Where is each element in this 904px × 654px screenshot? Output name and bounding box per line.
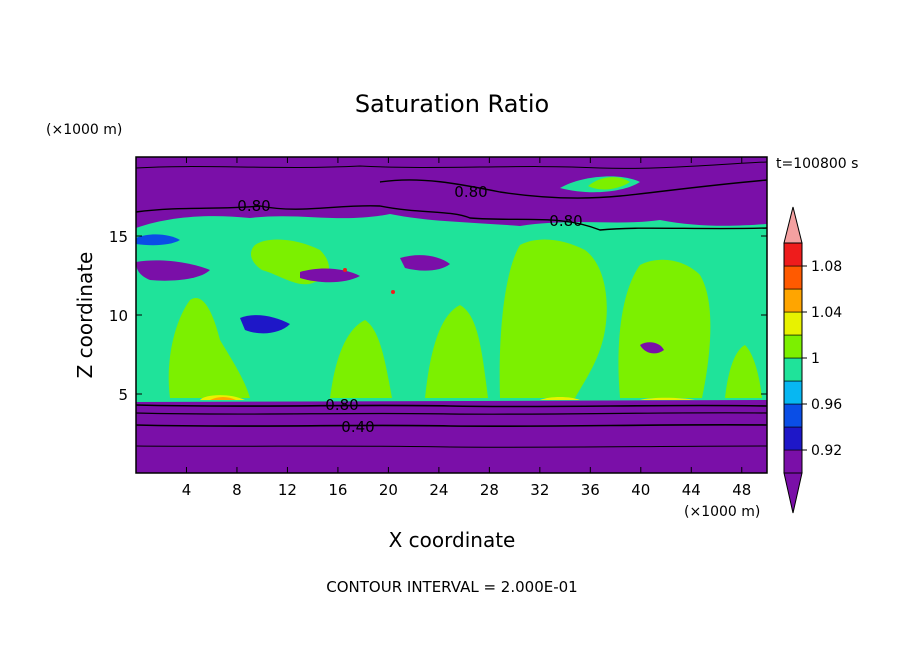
- colorbar-swatch: [783, 311, 803, 336]
- contour-label: 0.40: [341, 418, 374, 436]
- x-tick-label: 40: [631, 481, 650, 499]
- x-tick-label: 8: [232, 481, 242, 499]
- chart-title: Saturation Ratio: [355, 90, 549, 118]
- colorbar-swatch: [783, 357, 803, 382]
- x-axis-label: X coordinate: [389, 528, 516, 552]
- colorbar-under-triangle: [783, 472, 803, 514]
- colorbar-swatch: [783, 380, 803, 405]
- x-tick-label: 20: [379, 481, 398, 499]
- contour-label: 0.80: [549, 212, 582, 230]
- colorbar-tick-label: 0.92: [811, 443, 842, 459]
- x-axis: 4 8 12 16 20 24 28 32 36 40 44 48: [182, 157, 751, 499]
- x-tick-label: 44: [682, 481, 701, 499]
- colorbar-tick-label: 0.96: [811, 397, 842, 413]
- x-tick-label: 28: [480, 481, 499, 499]
- contour-label: 0.80: [325, 396, 358, 414]
- colorbar-tick-label: 1: [811, 351, 820, 367]
- z-tick-label: 10: [109, 307, 128, 325]
- x-tick-label: 4: [182, 481, 192, 499]
- z-axis: 5 10 15: [109, 228, 767, 404]
- x-tick-label: 16: [328, 481, 347, 499]
- x-unit-label: (×1000 m): [684, 504, 760, 520]
- colorbar-swatch: [783, 403, 803, 428]
- contour-labels: 0.80 0.80 0.80 0.80 0.40: [237, 183, 582, 436]
- colorbar: 0.92 0.96 1 1.04 1.08: [783, 206, 842, 514]
- colorbar-swatch: [783, 426, 803, 451]
- x-tick-label: 48: [732, 481, 751, 499]
- contour-label: 0.80: [237, 197, 270, 215]
- colorbar-swatch: [783, 242, 803, 267]
- z-unit-label: (×1000 m): [46, 122, 122, 138]
- colorbar-swatch: [783, 265, 803, 290]
- contour-field: [136, 157, 767, 473]
- z-tick-label: 5: [118, 386, 128, 404]
- colorbar-swatch: [783, 288, 803, 313]
- y-axis-label: Z coordinate: [73, 252, 97, 379]
- time-label: t=100800 s: [776, 156, 858, 172]
- contour-interval-note: CONTOUR INTERVAL = 2.000E-01: [326, 578, 577, 596]
- x-tick-label: 36: [581, 481, 600, 499]
- contour-label: 0.80: [454, 183, 487, 201]
- colorbar-swatch: [783, 334, 803, 359]
- colorbar-swatch: [783, 449, 803, 474]
- z-tick-label: 15: [109, 228, 128, 246]
- x-tick-label: 24: [429, 481, 448, 499]
- x-tick-label: 12: [278, 481, 297, 499]
- colorbar-over-triangle: [783, 206, 803, 244]
- colorbar-tick-label: 1.04: [811, 305, 842, 321]
- colorbar-tick-label: 1.08: [811, 259, 842, 275]
- x-tick-label: 32: [530, 481, 549, 499]
